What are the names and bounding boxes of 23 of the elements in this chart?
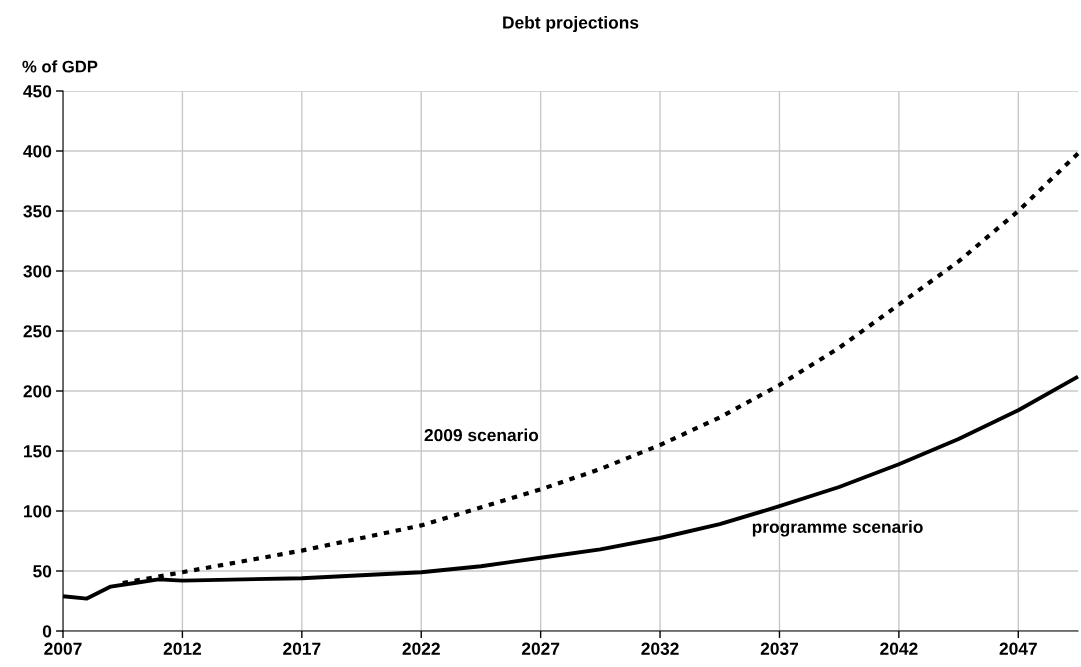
x-tick-label: 2032 — [641, 642, 679, 655]
x-tick-label: 2017 — [283, 642, 321, 655]
y-tick-label: 250 — [23, 325, 52, 338]
y-tick-label: 150 — [24, 445, 52, 458]
y-tick-label: 450 — [23, 85, 52, 98]
y-tick-label: 50 — [33, 565, 52, 578]
y-tick-label: 200 — [23, 385, 52, 398]
series-label: programme scenario — [752, 520, 923, 537]
y-tick-label: 350 — [23, 205, 52, 218]
y-tick-label: 0 — [42, 625, 52, 638]
y-axis-title: % of GDP — [22, 60, 98, 73]
x-tick-label: 2022 — [402, 642, 440, 655]
x-tick-label: 2037 — [760, 642, 799, 655]
x-tick-label: 2042 — [880, 642, 918, 655]
y-tick-label: 400 — [23, 145, 52, 158]
chart-title: Debt projections — [503, 15, 639, 33]
x-tick-label: 2027 — [521, 642, 560, 655]
text: 2009 scenario — [424, 428, 539, 442]
y-tick-label: 100 — [24, 505, 52, 518]
x-tick-label: 2007 — [44, 642, 82, 655]
y-tick-label: 300 — [23, 265, 52, 278]
x-tick-label: 2047 — [999, 642, 1037, 655]
x-tick-label: 2012 — [163, 642, 202, 655]
